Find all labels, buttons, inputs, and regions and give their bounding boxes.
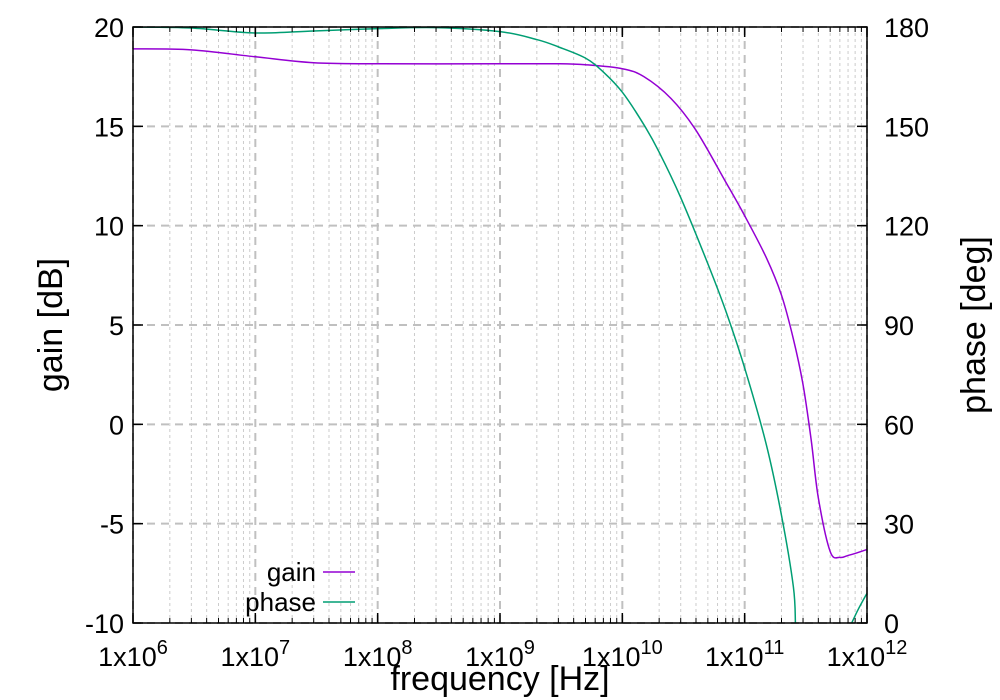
y2-tick-label: 30 xyxy=(884,510,914,540)
y-tick-label: -5 xyxy=(100,510,124,540)
y2-tick-labels: 0 30 60 90 120 150 180 xyxy=(884,13,929,639)
series-line-phase xyxy=(133,27,797,623)
y-tick-label: 20 xyxy=(94,13,124,43)
y2-tick-label: 150 xyxy=(884,112,929,142)
y-tick-label: 10 xyxy=(94,212,124,242)
series-line-gain xyxy=(133,48,867,559)
y-tick-label: 15 xyxy=(94,112,124,142)
y-tick-label: 0 xyxy=(109,410,124,440)
series-line-segment-2 xyxy=(851,592,867,623)
x-axis-title: frequency [Hz] xyxy=(390,660,609,698)
y2-tick-label: 180 xyxy=(884,13,929,43)
y-axis-title: gain [dB] xyxy=(32,258,70,392)
x-tick-label: 1x109 xyxy=(465,637,535,672)
y2-tick-label: 120 xyxy=(884,212,929,242)
x-tick-label: 1x1011 xyxy=(705,637,784,672)
y2-tick-label: 0 xyxy=(884,609,899,639)
series-layer xyxy=(133,27,867,623)
y2-tick-label: 60 xyxy=(884,410,914,440)
y2-axis-title: phase [deg] xyxy=(955,236,993,414)
tick-marks xyxy=(132,26,868,624)
y-tick-label: 5 xyxy=(109,311,124,341)
x-tick-label: 1x107 xyxy=(220,637,290,672)
y2-tick-label: 90 xyxy=(884,311,914,341)
x-tick-label: 1x106 xyxy=(98,637,168,672)
x-tick-label: 1x1010 xyxy=(582,637,663,672)
y-tick-label: -10 xyxy=(85,609,124,639)
legend-label-phase: phase xyxy=(245,587,316,617)
y-tick-labels: -10 -5 0 5 10 15 20 xyxy=(85,13,124,639)
legend-label-gain: gain xyxy=(267,557,316,587)
x-tick-label: 1x108 xyxy=(343,637,413,672)
x-tick-label: 1x1012 xyxy=(827,637,908,672)
x-tick-labels: 1x106 1x107 1x108 1x109 1x1010 1x1011 1x1012 xyxy=(98,637,907,672)
